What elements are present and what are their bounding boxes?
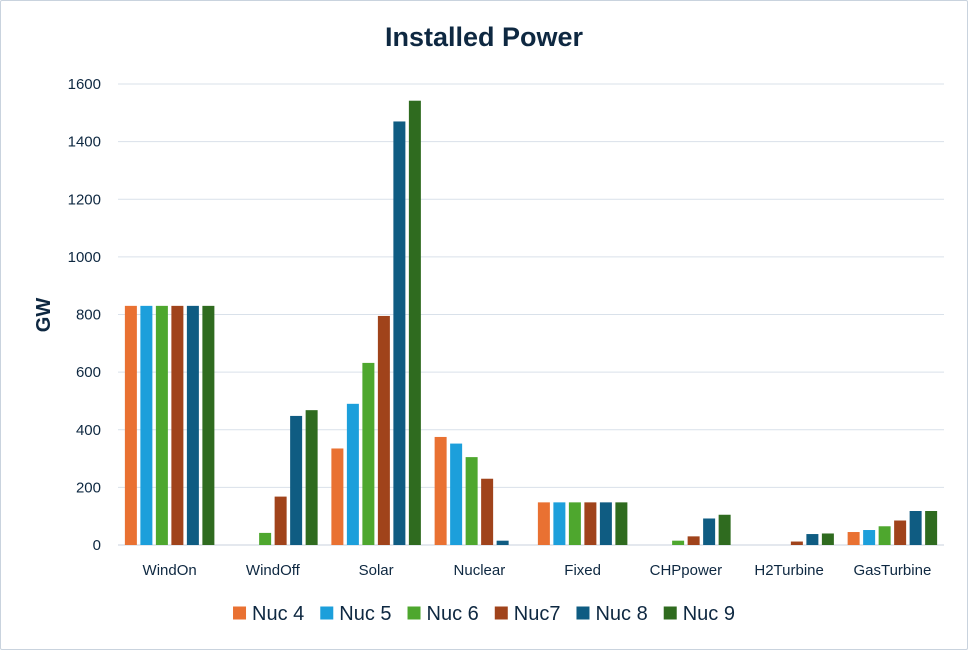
category-label: H2Turbine xyxy=(754,562,823,579)
bar xyxy=(863,530,876,545)
legend-item: Nuc 4 xyxy=(233,603,304,625)
category-label: Nuclear xyxy=(454,562,506,579)
legend-swatch xyxy=(233,606,247,620)
bar xyxy=(393,121,406,546)
legend-label: Nuc 9 xyxy=(683,603,735,625)
y-tick-labels: 0 200 400 600 800 1000 1200 1400 1600 xyxy=(68,76,101,554)
legend-item: Nuc7 xyxy=(494,603,561,625)
bar xyxy=(481,478,494,545)
legend-item: Nuc 8 xyxy=(576,603,648,625)
bar xyxy=(553,502,566,545)
bar xyxy=(615,502,628,545)
bar xyxy=(584,502,597,545)
bar xyxy=(925,511,938,545)
category-labels: WindOn WindOff Solar Nuclear Fixed CHPpower H2… xyxy=(143,562,932,579)
bar xyxy=(155,305,168,545)
y-tick-label: 1000 xyxy=(68,249,101,266)
legend-label: Nuc 6 xyxy=(427,603,479,625)
legend-swatch xyxy=(663,606,677,620)
bar xyxy=(806,534,819,545)
category-label: CHPpower xyxy=(650,562,723,579)
bar xyxy=(450,443,463,545)
bar xyxy=(537,502,550,545)
legend-label: Nuc 5 xyxy=(339,603,391,625)
bar xyxy=(305,410,318,545)
legend-item: Nuc 5 xyxy=(320,603,392,625)
bar xyxy=(496,540,509,545)
bar xyxy=(672,540,685,545)
bar xyxy=(599,502,612,545)
bar xyxy=(790,541,803,545)
bar xyxy=(434,436,447,545)
chart-title: Installed Power xyxy=(385,22,584,52)
y-tick-label: 200 xyxy=(76,479,101,496)
gridlines xyxy=(118,83,944,546)
legend-swatch xyxy=(494,606,508,620)
category-label: Solar xyxy=(359,562,394,579)
bar xyxy=(465,457,478,545)
bar xyxy=(290,415,303,545)
legend-label: Nuc 4 xyxy=(252,603,304,625)
bar xyxy=(847,532,860,545)
bars xyxy=(124,100,938,546)
y-tick-label: 1400 xyxy=(68,134,101,151)
category-label: WindOff xyxy=(246,562,301,579)
bar xyxy=(362,362,375,545)
bar xyxy=(331,448,344,545)
legend-swatch xyxy=(407,606,421,620)
legend-item: Nuc 6 xyxy=(407,603,479,625)
y-tick-label: 0 xyxy=(93,537,101,554)
bar xyxy=(124,305,137,545)
y-tick-label: 1200 xyxy=(68,191,101,208)
legend-label: Nuc7 xyxy=(514,603,561,625)
bar xyxy=(718,514,731,545)
bar xyxy=(377,315,390,545)
bar xyxy=(202,305,215,545)
y-tick-label: 600 xyxy=(76,364,101,381)
y-axis-label: GW xyxy=(33,298,55,333)
legend: Nuc 4 Nuc 5 Nuc 6 Nuc7 Nuc 8 Nuc 9 xyxy=(233,603,735,625)
bar xyxy=(703,518,716,545)
bar xyxy=(878,526,891,545)
bar xyxy=(821,533,834,545)
category-label: GasTurbine xyxy=(853,562,931,579)
bar xyxy=(186,305,199,545)
bar xyxy=(909,511,922,545)
bar xyxy=(274,496,287,545)
bar xyxy=(140,305,153,545)
legend-swatch xyxy=(320,606,334,620)
legend-label: Nuc 8 xyxy=(595,603,647,625)
bar xyxy=(687,536,700,545)
bar xyxy=(171,305,184,545)
bar xyxy=(894,520,907,545)
legend-swatch xyxy=(576,606,590,620)
category-label: Fixed xyxy=(564,562,601,579)
bar xyxy=(408,100,421,546)
category-label: WindOn xyxy=(143,562,197,579)
bar xyxy=(568,502,581,545)
y-tick-label: 1600 xyxy=(68,76,101,93)
legend-item: Nuc 9 xyxy=(663,603,735,625)
y-tick-label: 800 xyxy=(76,307,101,324)
y-tick-label: 400 xyxy=(76,422,101,439)
bar xyxy=(346,403,359,545)
bar xyxy=(259,532,272,545)
